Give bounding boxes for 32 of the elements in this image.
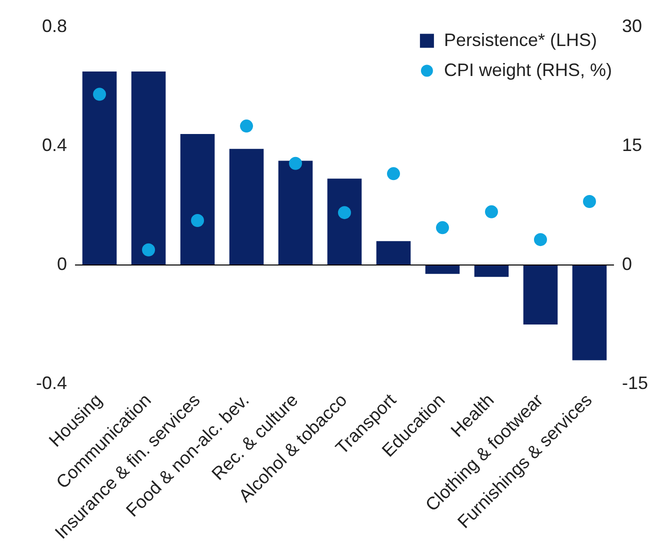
point <box>289 156 302 170</box>
point <box>582 194 596 208</box>
bar <box>376 241 411 265</box>
bar <box>327 178 362 265</box>
point <box>240 120 254 133</box>
y-tick-label: 0.8 <box>42 16 68 36</box>
legend-label: Persistence* (LHS) <box>444 30 598 50</box>
bar <box>474 264 509 277</box>
point <box>484 205 498 218</box>
bar <box>229 148 264 265</box>
point <box>436 221 449 234</box>
bar <box>425 264 460 274</box>
bar <box>523 264 558 325</box>
y2-tick-label: 15 <box>622 134 642 155</box>
bar <box>180 134 215 265</box>
bar <box>572 264 607 360</box>
bar <box>82 71 117 265</box>
y-tick-label: 0 <box>57 254 68 274</box>
point <box>93 88 106 101</box>
point <box>387 167 400 180</box>
point <box>142 243 156 256</box>
y2-tick-label: -15 <box>622 373 648 394</box>
bar <box>278 160 313 265</box>
y-tick-label: -0.4 <box>36 373 68 394</box>
legend-label: CPI weight (RHS, %) <box>444 60 612 80</box>
point <box>338 206 351 220</box>
y2-tick-label: 30 <box>622 16 642 36</box>
y-tick-label: 0.4 <box>42 134 68 155</box>
point <box>534 233 547 246</box>
y2-tick-label: 0 <box>622 254 632 274</box>
point <box>191 214 204 228</box>
bar <box>131 71 166 265</box>
